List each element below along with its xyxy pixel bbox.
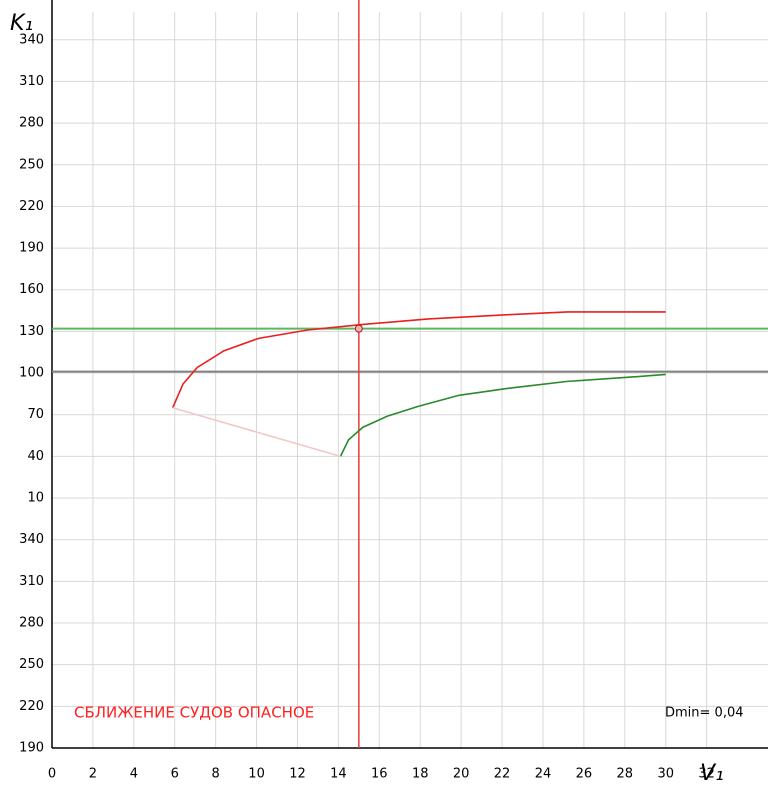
y-tick-label: 100 (19, 366, 44, 381)
y-tick-label: 40 (27, 449, 44, 464)
y-tick-label: 220 (19, 199, 44, 214)
y-tick-label: 280 (19, 116, 44, 131)
y-tick-label: 190 (19, 241, 44, 256)
x-tick-label: 22 (494, 767, 511, 782)
y-tick-label: 70 (27, 407, 44, 422)
x-tick-label: 16 (371, 767, 388, 782)
y-tick-label: 310 (19, 74, 44, 89)
x-tick-label: 4 (130, 767, 138, 782)
y-tick-label: 130 (19, 324, 44, 339)
y-axis-label: K₁ (10, 11, 33, 36)
x-axis-label: V₁ (700, 761, 724, 786)
x-tick-label: 30 (657, 767, 674, 782)
intersection-point (354, 324, 363, 333)
y-tick-label: 220 (19, 699, 44, 714)
x-tick-label: 28 (617, 767, 634, 782)
y-tick-label: 190 (19, 741, 44, 756)
y-tick-label: 250 (19, 657, 44, 672)
y-tick-label: 160 (19, 282, 44, 297)
x-tick-label: 8 (212, 767, 220, 782)
x-tick-label: 12 (289, 767, 306, 782)
y-tick-label: 250 (19, 157, 44, 172)
x-tick-label: 18 (412, 767, 429, 782)
warning-text: СБЛИЖЕНИЕ СУДОВ ОПАСНОЕ (74, 704, 314, 722)
y-tick-label: 340 (19, 32, 44, 47)
x-tick-label: 10 (248, 767, 265, 782)
y-tick-label: 10 (27, 491, 44, 506)
data-line (339, 373, 666, 457)
x-tick-label: 24 (535, 767, 552, 782)
y-tick-label: 310 (19, 574, 44, 589)
data-line (172, 407, 341, 458)
x-tick-label: 0 (48, 767, 56, 782)
x-tick-label: 6 (171, 767, 179, 782)
y-tick-label: 340 (19, 532, 44, 547)
x-tick-label: 32 (698, 767, 715, 782)
x-tick-label: 20 (453, 767, 470, 782)
x-tick-label: 14 (330, 767, 347, 782)
dmin-text: Dmin= 0,04 (665, 706, 744, 721)
data-line (171, 311, 666, 409)
x-tick-label: 2 (89, 767, 97, 782)
y-tick-label: 280 (19, 616, 44, 631)
x-tick-label: 26 (576, 767, 593, 782)
